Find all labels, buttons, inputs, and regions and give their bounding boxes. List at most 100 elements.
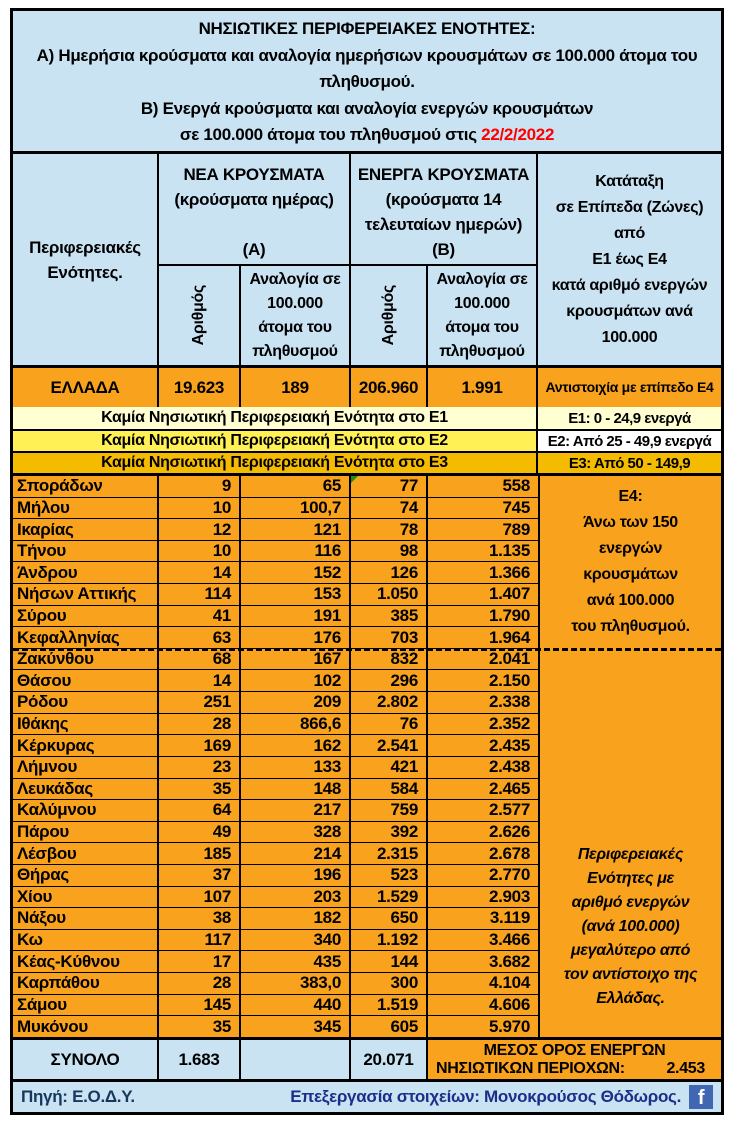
header-a-number-col: Αριθμός	[159, 266, 241, 365]
active-cases-value: 523	[351, 864, 428, 886]
new-cases-value: 145	[159, 994, 241, 1016]
new-ratio-value: 340	[241, 929, 351, 951]
table-row: Χίου 107 203 1.529 2.903	[13, 886, 538, 909]
active-ratio-value: 2.678	[488, 843, 530, 863]
active-ratio-value: 745	[502, 497, 531, 517]
new-cases-value: 10	[159, 540, 241, 562]
total-row: ΣΥΝΟΛΟ 1.683 20.071 ΜΕΣΟΣ ΟΡΟΣ ΕΝΕΡΓΩΝ Ν…	[13, 1037, 721, 1079]
active-ratio-value: 2.626	[488, 822, 530, 842]
table-row: Σάμου 145 440 1.519 4.606	[13, 994, 538, 1017]
header-group-a-label: (Α)	[242, 240, 266, 259]
new-ratio-value: 203	[241, 886, 351, 908]
active-ratio-value: 1.964	[488, 627, 530, 647]
active-cases-value: 76	[351, 713, 428, 735]
zone-e3-label: Καμία Νησιωτική Περιφερειακή Ενότητα στο…	[13, 453, 538, 473]
active-cases-value: 703	[351, 627, 428, 648]
new-ratio-value: 182	[241, 908, 351, 929]
region-name: Λευκάδας	[13, 778, 159, 800]
subtitle-c: σε 100.000 άτομα του πληθυσμού στις 22/2…	[21, 122, 713, 149]
header-region-col: Περιφερειακές Ενότητες.	[13, 154, 159, 365]
active-cases-value: 1.519	[351, 994, 428, 1016]
report-date: 22/2/2022	[481, 125, 555, 144]
total-new-ratio	[241, 1040, 351, 1079]
table-row: Άνδρου 14 152 126 1.366	[13, 562, 538, 585]
table-row: Σποράδων 9 65 77 558	[13, 476, 538, 498]
new-ratio-value: 214	[241, 843, 351, 864]
region-name: Ικαρίας	[13, 519, 159, 540]
new-cases-value: 14	[159, 562, 241, 584]
new-cases-value: 64	[159, 800, 241, 821]
header-a-ratio-col: Αναλογία σε 100.000 άτομα του πληθυσμού	[249, 270, 341, 360]
region-name: Ρόδου	[13, 692, 159, 713]
cell-flag-triangle	[351, 476, 358, 483]
facebook-icon[interactable]: f	[689, 1085, 713, 1109]
new-ratio-value: 102	[241, 670, 351, 692]
active-cases-value: 77	[351, 476, 428, 497]
new-cases-value: 35	[159, 1016, 241, 1037]
average-label-line2: ΝΗΣΙΩΤΙΚΩΝ ΠΕΡΙΟΧΩΝ: 2.453	[436, 1060, 713, 1078]
new-cases-value: 10	[159, 497, 241, 519]
region-name: Καρπάθου	[13, 973, 159, 994]
new-cases-value: 251	[159, 692, 241, 713]
active-ratio-value: 1.407	[488, 584, 530, 604]
new-cases-value: 117	[159, 929, 241, 951]
table-row: Θάσου 14 102 296 2.150	[13, 670, 538, 693]
table-row: Πάρου 49 328 392 2.626	[13, 821, 538, 844]
total-active-cases: 20.071	[351, 1040, 428, 1079]
region-name: Σάμου	[13, 994, 159, 1016]
new-ratio-value: 866,6	[241, 713, 351, 735]
header-group-active-cases: ΕΝΕΡΓΑ ΚΡΟΥΣΜΑΤΑ (κρούσματα 14 τελευταίω…	[351, 154, 538, 365]
active-ratio-value: 4.104	[488, 973, 530, 993]
header-group-a-title: ΝΕΑ ΚΡΟΥΣΜΑΤΑ (κρούσματα ημέρας)	[174, 165, 334, 209]
table-header: Περιφερειακές Ενότητες. ΝΕΑ ΚΡΟΥΣΜΑΤΑ (κ…	[13, 151, 721, 365]
total-label: ΣΥΝΟΛΟ	[13, 1040, 159, 1079]
zone-e1-label: Καμία Νησιωτική Περιφερειακή Ενότητα στο…	[13, 407, 538, 429]
new-ratio-value: 196	[241, 864, 351, 886]
subtitle-c-text: σε 100.000 άτομα του πληθυσμού στις	[179, 125, 477, 144]
header-group-b-title: ΕΝΕΡΓΑ ΚΡΟΥΣΜΑΤΑ (κρούσματα 14 τελευταίω…	[357, 165, 530, 234]
new-cases-value: 114	[159, 584, 241, 605]
new-ratio-value: 153	[241, 584, 351, 605]
zone-row-e2: Καμία Νησιωτική Περιφερειακή Ενότητα στο…	[13, 429, 721, 451]
new-cases-value: 12	[159, 519, 241, 540]
region-name: Λέσβου	[13, 843, 159, 864]
region-name: Λήμνου	[13, 756, 159, 778]
region-name: Χίου	[13, 886, 159, 908]
zone-e3-range: Ε3: Από 50 - 149,9	[538, 453, 721, 473]
new-cases-value: 41	[159, 605, 241, 627]
table-row: Νάξου 38 182 650 3.119	[13, 908, 538, 930]
new-ratio-value: 209	[241, 692, 351, 713]
source-label: Πηγή: Ε.Ο.Δ.Υ.	[21, 1087, 135, 1106]
region-name: Σύρου	[13, 605, 159, 627]
active-ratio-value: 3.466	[488, 930, 530, 950]
table-row: Λευκάδας 35 148 584 2.465	[13, 778, 538, 801]
active-ratio-value: 5.970	[488, 1016, 530, 1036]
new-cases-value: 9	[159, 476, 241, 497]
region-name: Μυκόνου	[13, 1016, 159, 1037]
header-group-b-top: ΕΝΕΡΓΑ ΚΡΟΥΣΜΑΤΑ (κρούσματα 14 τελευταίω…	[351, 154, 536, 266]
new-ratio-value: 383,0	[241, 973, 351, 994]
new-ratio-value: 152	[241, 562, 351, 584]
new-cases-value: 169	[159, 735, 241, 756]
active-ratio-value: 2.465	[488, 778, 530, 798]
greece-threshold-divider	[13, 648, 721, 651]
new-ratio-value: 328	[241, 821, 351, 843]
region-name: Κεφαλληνίας	[13, 627, 159, 648]
active-cases-value: 385	[351, 605, 428, 627]
zone-e2-label: Καμία Νησιωτική Περιφερειακή Ενότητα στο…	[13, 431, 538, 451]
region-name: Τήνου	[13, 540, 159, 562]
table-row: Κέας-Κύθνου 17 435 144 3.682	[13, 951, 538, 974]
footer: Πηγή: Ε.Ο.Δ.Υ. Επεξεργασία στοιχείων: Μο…	[13, 1079, 721, 1112]
header-b-number-label: Αριθμός	[379, 285, 397, 346]
zone-row-e1: Καμία Νησιωτική Περιφερειακή Ενότητα στο…	[13, 407, 721, 429]
zone-e2-range: Ε2: Από 25 - 49,9 ενεργά	[538, 431, 721, 451]
new-ratio-value: 121	[241, 519, 351, 540]
active-ratio-value: 2.435	[488, 735, 530, 755]
active-cases-value: 421	[351, 756, 428, 778]
new-ratio-value: 100,7	[241, 497, 351, 519]
header-zone-col: Κατάταξη σε Επίπεδα (Ζώνες) από Ε1 έως Ε…	[551, 172, 708, 346]
average-value: 2.453	[666, 1059, 705, 1077]
active-ratio-value: 2.338	[488, 692, 530, 712]
total-new-cases: 1.683	[159, 1040, 241, 1079]
active-cases-value: 832	[351, 648, 428, 670]
